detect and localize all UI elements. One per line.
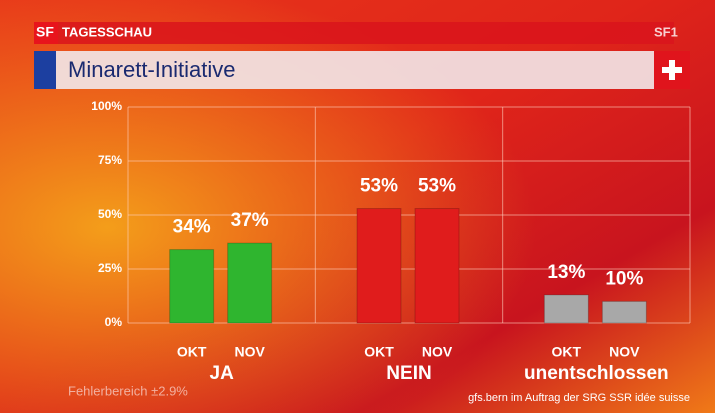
- note: Fehlerbereich ±2.9%: [68, 383, 188, 398]
- logo: SF1: [654, 24, 678, 39]
- channel: SF: [36, 24, 54, 40]
- value-label: 13%: [547, 262, 585, 283]
- series-label: NOV: [422, 344, 453, 360]
- value-label: 34%: [173, 217, 211, 238]
- series-label: NOV: [234, 344, 265, 360]
- series-label: OKT: [364, 344, 394, 360]
- title-accent: [34, 51, 56, 89]
- y-tick-label: 75%: [98, 153, 122, 167]
- category-label: JA: [210, 363, 235, 384]
- chart-title: Minarett-Initiative: [68, 57, 236, 82]
- series-label: OKT: [177, 344, 207, 360]
- title-bar: [34, 51, 654, 89]
- bar: [356, 208, 402, 324]
- source: gfs.bern im Auftrag der SRG SSR idée sui…: [468, 392, 690, 404]
- bar: [169, 249, 215, 324]
- value-label: 37%: [231, 210, 269, 231]
- series-label: NOV: [609, 344, 640, 360]
- y-tick-label: 100%: [91, 99, 122, 113]
- series-label: OKT: [552, 344, 582, 360]
- value-label: 10%: [605, 268, 643, 289]
- flag-cross: [662, 67, 682, 73]
- bar: [543, 294, 589, 324]
- value-label: 53%: [360, 176, 398, 197]
- bar: [414, 208, 460, 324]
- channel-box: [34, 22, 58, 44]
- category-label: NEIN: [386, 363, 431, 384]
- value-label: 53%: [418, 176, 456, 197]
- bar: [227, 242, 273, 324]
- program: TAGESSCHAU: [62, 24, 152, 39]
- header-bar: [34, 22, 674, 44]
- category-label: unentschlossen: [524, 363, 669, 384]
- y-tick-label: 50%: [98, 207, 122, 221]
- y-tick-label: 25%: [98, 261, 122, 275]
- y-tick-label: 0%: [105, 315, 123, 329]
- bar: [601, 300, 647, 324]
